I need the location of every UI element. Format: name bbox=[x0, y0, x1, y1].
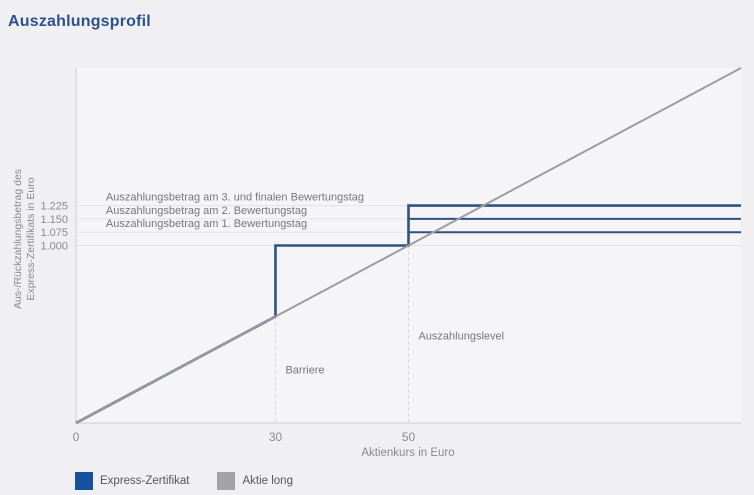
x-axis-title: Aktienkurs in Euro bbox=[361, 447, 455, 459]
legend-swatch-express-icon bbox=[75, 472, 93, 490]
label-payout-day3: Auszahlungsbetrag am 3. und finalen Bewe… bbox=[106, 192, 364, 204]
y-tick-label: 1.000 bbox=[40, 241, 68, 253]
legend-label-express: Express-Zertifikat bbox=[100, 475, 190, 487]
page-title: Auszahlungsprofil bbox=[8, 13, 151, 30]
chart-legend: Express-Zertifikat Aktie long bbox=[75, 472, 293, 490]
y-tick-label: 1.150 bbox=[40, 214, 68, 226]
series-aktie-long bbox=[75, 67, 742, 424]
y-axis-title: Aus-/Rückzahlungsbetrag des Express-Zert… bbox=[12, 169, 38, 309]
legend-item-express-zertifikat: Express-Zertifikat bbox=[75, 472, 189, 490]
label-barriere: Barriere bbox=[285, 364, 324, 376]
x-tick-label: 0 bbox=[73, 430, 80, 444]
legend-label-aktie: Aktie long bbox=[242, 475, 293, 487]
x-tick-label: 30 bbox=[269, 430, 283, 444]
legend-swatch-aktie-icon bbox=[217, 472, 236, 490]
y-axis-title-line2: Express-Zertifikats in Euro bbox=[25, 177, 37, 301]
label-payout-day2: Auszahlungsbetrag am 2. Bewertungstag bbox=[106, 205, 307, 217]
label-payout-day1: Auszahlungsbetrag am 1. Bewertungstag bbox=[106, 218, 307, 230]
label-auszahlungslevel: Auszahlungslevel bbox=[418, 331, 504, 343]
y-tick-label: 1.075 bbox=[40, 227, 68, 239]
y-axis-title-line1: Aus-/Rückzahlungsbetrag des bbox=[12, 168, 24, 310]
legend-item-aktie-long: Aktie long bbox=[217, 472, 293, 490]
payout-chart-canvas: Auszahlungsbetrag am 3. und finalen Bewe… bbox=[40, 67, 742, 444]
y-tick-label: 1.225 bbox=[40, 201, 68, 213]
x-tick-label: 50 bbox=[402, 430, 416, 444]
